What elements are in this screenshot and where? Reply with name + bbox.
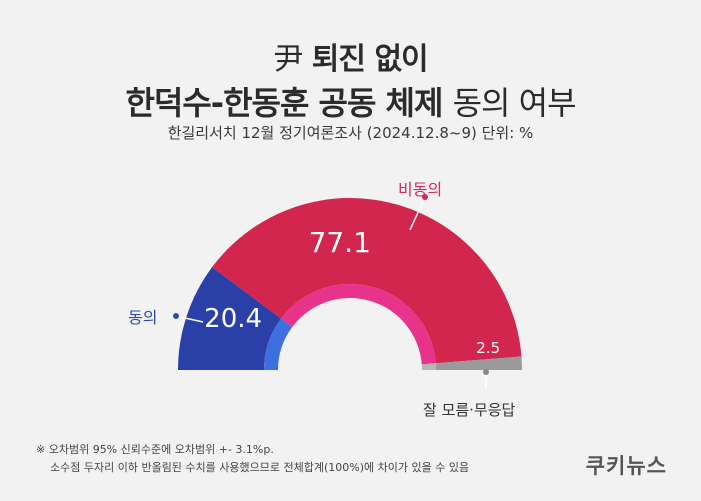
leader-agree-line xyxy=(175,315,204,323)
slice-inner-band-agree xyxy=(264,318,293,370)
slice-oppose xyxy=(212,198,522,364)
slice-inner-band-dont-know xyxy=(421,363,436,370)
slice-dont-know xyxy=(435,356,522,370)
chart-title-line-1: 尹 퇴진 없이 xyxy=(0,34,701,78)
footnote-rounding: 소수점 두자리 이하 반올림된 수치를 사용했으므로 전체합계(100%)에 차… xyxy=(50,461,470,474)
title-prefix: 尹 xyxy=(273,42,303,77)
leader-agree-dot xyxy=(173,313,179,319)
slice-inner-band-oppose xyxy=(281,284,436,365)
brand-logo: 쿠키뉴스 xyxy=(585,454,667,478)
value-label-dont-know: 2.5 xyxy=(476,339,500,357)
title-main: 퇴진 없이 xyxy=(311,42,429,77)
legend-label-dont-know: 잘 모름·무응답 xyxy=(423,401,516,419)
legend-label-oppose: 비동의 xyxy=(398,180,443,199)
leader-oppose-dot xyxy=(422,194,428,200)
leader-oppose-line xyxy=(409,196,426,231)
value-label-agree: 20.4 xyxy=(204,304,262,334)
chart-subtitle: 한길리서치 12월 정기여론조사 (2024.12.8~9) 단위: % xyxy=(167,124,534,142)
title-light: 동의 여부 xyxy=(452,84,577,122)
slice-agree xyxy=(178,267,282,370)
footnote-margin-of-error: ※ 오차범위 95% 신뢰수준에 오차범위 +- 3.1%p. xyxy=(36,443,274,456)
leader-dont-know-dot xyxy=(483,369,489,375)
title-bold: 한덕수-한동훈 공동 체제 xyxy=(125,84,443,122)
value-label-oppose: 77.1 xyxy=(309,226,371,259)
chart-title-line-2: 한덕수-한동훈 공동 체제 동의 여부 xyxy=(0,78,701,124)
legend-label-agree: 동의 xyxy=(128,308,158,327)
